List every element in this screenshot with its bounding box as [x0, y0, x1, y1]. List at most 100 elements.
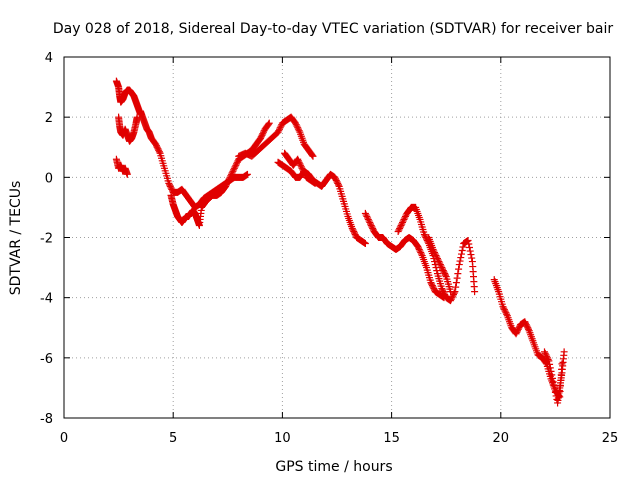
- data-point: [441, 291, 449, 299]
- data-point: [430, 285, 438, 293]
- data-point: [152, 140, 160, 148]
- data-point: [362, 211, 370, 219]
- data-point: [298, 164, 306, 172]
- data-point: [515, 324, 523, 332]
- data-point: [226, 173, 234, 181]
- data-point: [433, 267, 441, 275]
- data-point: [299, 166, 307, 174]
- data-point: [395, 226, 403, 234]
- data-point: [297, 161, 305, 169]
- data-point: [468, 254, 476, 262]
- chart-title: Day 028 of 2018, Sidereal Day-to-day VTE…: [53, 21, 614, 37]
- data-point: [265, 119, 273, 127]
- y-tick-label: 2: [45, 111, 53, 126]
- data-point: [459, 243, 467, 251]
- data-point: [466, 247, 474, 255]
- data-point: [548, 374, 556, 382]
- data-point: [560, 348, 568, 356]
- data-point: [522, 319, 530, 327]
- data-point: [438, 264, 446, 272]
- data-point: [366, 220, 374, 228]
- data-point: [465, 240, 473, 248]
- data-point: [429, 246, 437, 254]
- data-point: [450, 289, 458, 297]
- data-point: [367, 221, 375, 229]
- data-point: [433, 253, 441, 261]
- data-point: [364, 214, 372, 222]
- data-point: [274, 128, 282, 136]
- data-point: [301, 170, 309, 178]
- data-point: [297, 163, 305, 171]
- data-point: [546, 360, 554, 368]
- data-point: [543, 352, 551, 360]
- data-point: [428, 282, 436, 290]
- data-point: [416, 247, 424, 255]
- data-point: [421, 232, 429, 240]
- data-point: [456, 257, 464, 265]
- data-point: [366, 218, 374, 226]
- data-point: [436, 261, 444, 269]
- data-point: [430, 247, 438, 255]
- data-point: [439, 286, 447, 294]
- data-point: [514, 327, 522, 335]
- data-point: [292, 119, 300, 127]
- data-point: [223, 179, 231, 187]
- data-point: [439, 265, 447, 273]
- data-point: [228, 169, 236, 177]
- data-point: [431, 250, 439, 258]
- data-point: [398, 220, 406, 228]
- data-point: [449, 292, 457, 300]
- data-point: [300, 169, 308, 177]
- data-point: [257, 133, 265, 141]
- data-point: [471, 288, 479, 296]
- data-point: [292, 121, 300, 129]
- y-axis-label: SDTVAR / TECUs: [8, 181, 24, 296]
- data-point: [448, 294, 456, 302]
- data-point: [417, 249, 425, 257]
- y-tick-label: -8: [40, 412, 53, 427]
- data-point: [361, 209, 369, 217]
- data-point: [397, 221, 405, 229]
- data-point: [438, 285, 446, 293]
- axis-ticks: 0 5 10 15 20 25 -8 -6 -4 -2 0 2 4: [40, 51, 618, 446]
- data-point: [501, 307, 509, 315]
- data-point: [155, 146, 163, 154]
- data-point: [333, 178, 341, 186]
- data-point: [432, 252, 440, 260]
- data-point: [428, 280, 436, 288]
- x-tick-label: 25: [602, 431, 619, 446]
- data-point: [544, 355, 552, 363]
- data-point: [227, 170, 235, 178]
- data-point: [440, 268, 448, 276]
- data-point: [550, 381, 558, 389]
- data-point: [417, 250, 425, 258]
- data-point: [350, 229, 358, 237]
- data-point: [447, 295, 455, 303]
- x-tick-label: 15: [383, 431, 400, 446]
- data-point: [293, 122, 301, 130]
- data-point: [225, 175, 233, 183]
- y-tick-label: -6: [40, 352, 53, 367]
- y-tick-label: 0: [45, 171, 53, 186]
- data-point: [294, 155, 302, 163]
- data-point: [523, 322, 531, 330]
- data-point: [465, 244, 473, 252]
- data-point: [364, 215, 372, 223]
- data-point: [396, 223, 404, 231]
- data-points: [112, 77, 568, 407]
- x-tick-label: 5: [169, 431, 177, 446]
- data-point: [546, 364, 554, 372]
- data-point: [166, 181, 174, 189]
- data-point: [227, 172, 235, 180]
- data-point: [545, 357, 553, 365]
- data-point: [311, 179, 319, 187]
- data-point: [275, 125, 283, 133]
- data-point: [427, 279, 435, 287]
- data-point: [259, 128, 267, 136]
- data-point: [294, 157, 302, 165]
- data-point: [543, 354, 551, 362]
- data-point: [222, 181, 230, 189]
- data-point: [458, 247, 466, 255]
- data-point: [433, 255, 441, 263]
